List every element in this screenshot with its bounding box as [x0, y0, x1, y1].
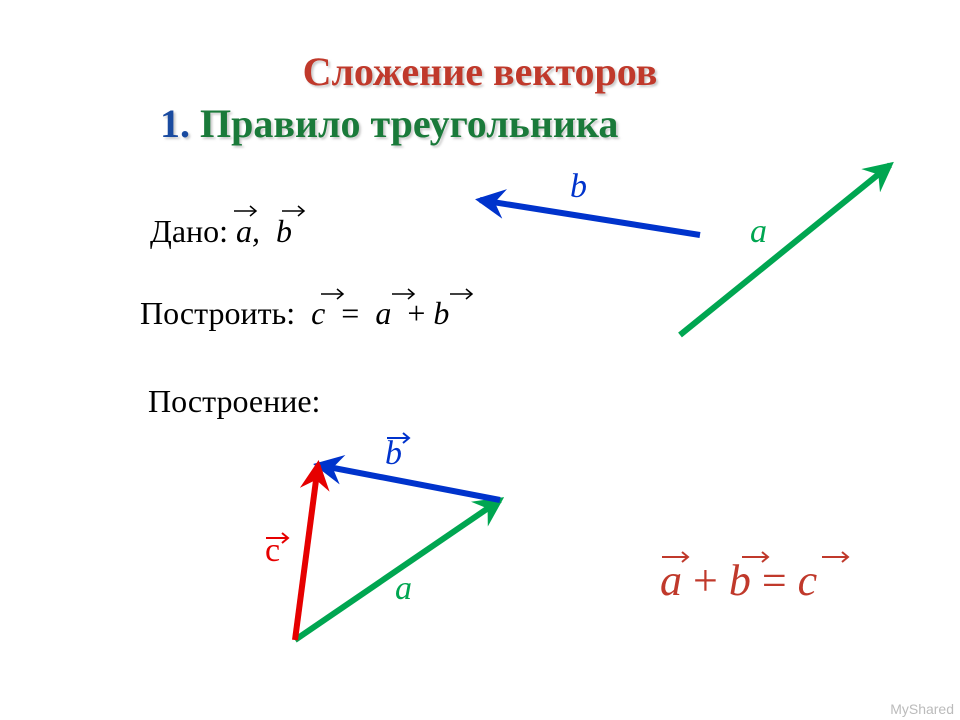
label-c-bottom-arrow: [264, 530, 294, 546]
result-a-arrow: [660, 548, 696, 566]
vector-a-top: [680, 165, 890, 335]
watermark: MyShared: [890, 701, 954, 717]
label-a-top: a: [750, 213, 767, 251]
result-plus: +: [693, 556, 718, 605]
result-c: c: [798, 556, 818, 605]
label-b-top: b: [570, 168, 587, 206]
label-b-bottom-arrow: [385, 430, 415, 446]
vector-c-bottom: [295, 465, 318, 640]
result-b-arrow: [740, 548, 776, 566]
vector-b-top: [480, 200, 700, 235]
label-a-bottom: a: [395, 570, 412, 608]
vector-b-bottom: [318, 465, 500, 500]
result-c-arrow: [820, 548, 856, 566]
top-diagram: [0, 0, 960, 720]
